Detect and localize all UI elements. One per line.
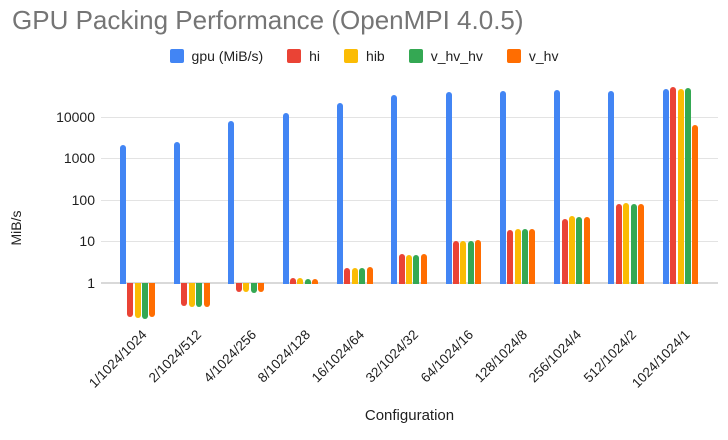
bar-gpu (MiB/s)-128/1024/8 (499, 91, 506, 284)
bar-v_hv-1024/1024/1 (692, 125, 699, 284)
bar-v_hv_hv-32/1024/32 (413, 255, 420, 284)
y-tick-label-1: 1 (87, 274, 95, 291)
bar-hi-1/1024/1024 (127, 282, 134, 317)
bar-gpu (MiB/s)-4/1024/256 (228, 121, 235, 284)
bar-hib-4/1024/256 (243, 282, 250, 292)
bar-hi-64/1024/16 (452, 241, 459, 284)
bar-gpu (MiB/s)-2/1024/512 (174, 142, 180, 284)
bar-hib-512/1024/2 (623, 203, 630, 284)
legend-label: hi (309, 48, 321, 64)
bar-hi-512/1024/2 (615, 204, 622, 284)
bar-gpu (MiB/s)-64/1024/16 (445, 92, 452, 284)
bar-v_hv-1/1024/1024 (149, 282, 156, 317)
bar-gpu (MiB/s)-32/1024/32 (391, 95, 398, 284)
x-category-label: 8/1024/128 (254, 327, 314, 386)
bar-gpu (MiB/s)-1024/1024/1 (662, 89, 669, 284)
x-category-label: 16/1024/64 (308, 327, 368, 386)
bar-hib-2/1024/512 (188, 282, 195, 308)
x-category-label: 4/1024/256 (200, 327, 259, 386)
y-tick-label-10: 10 (79, 233, 95, 250)
gridline-10000 (101, 116, 718, 118)
x-category-label: 128/1024/8 (471, 327, 531, 386)
legend-swatch-icon (506, 49, 521, 63)
bar-hib-128/1024/8 (514, 228, 521, 284)
bar-hib-1024/1024/1 (677, 89, 684, 284)
bar-v_hv_hv-2/1024/512 (196, 282, 203, 308)
x-category-label: 256/1024/4 (526, 327, 585, 386)
x-category-label: 2/1024/512 (146, 327, 205, 386)
x-category-label: 32/1024/32 (363, 327, 422, 386)
bar-v_hv-32/1024/32 (420, 253, 427, 284)
bar-v_hv_hv-128/1024/8 (522, 228, 528, 284)
bar-hi-16/1024/64 (344, 267, 351, 284)
bar-gpu (MiB/s)-1/1024/1024 (119, 145, 126, 284)
x-category-label: 512/1024/2 (580, 327, 639, 386)
bar-v_hv_hv-64/1024/16 (467, 241, 474, 284)
bar-v_hv_hv-4/1024/256 (250, 282, 257, 293)
gridline-100 (101, 199, 718, 201)
bar-v_hv_hv-512/1024/2 (630, 204, 637, 284)
bar-gpu (MiB/s)-16/1024/64 (336, 103, 343, 284)
y-tick-label-100: 100 (71, 191, 95, 208)
y-tick-label-1000: 1000 (63, 150, 95, 167)
legend-label: hib (366, 48, 385, 64)
y-tick-label-10000: 10000 (56, 108, 95, 125)
bar-v_hv_hv-16/1024/64 (359, 267, 366, 284)
bar-gpu (MiB/s)-8/1024/128 (282, 113, 289, 284)
y-axis-title: MiB/s (8, 210, 24, 246)
gridline-1000 (101, 158, 718, 160)
bar-hib-64/1024/16 (460, 241, 467, 284)
legend-label: v_hv (528, 48, 559, 64)
bar-hib-32/1024/32 (406, 255, 412, 284)
gridline-10 (101, 241, 718, 243)
bar-v_hv_hv-1024/1024/1 (684, 87, 691, 284)
x-axis-title: Configuration (364, 407, 455, 424)
bar-v_hv_hv-8/1024/128 (304, 279, 311, 284)
legend-swatch-icon (344, 49, 359, 63)
bar-hib-16/1024/64 (351, 267, 358, 284)
bar-gpu (MiB/s)-256/1024/4 (554, 90, 561, 284)
x-category-label: 1/1024/1024 (86, 327, 151, 391)
bar-hi-32/1024/32 (398, 253, 405, 284)
bar-v_hv_hv-1/1024/1024 (141, 282, 148, 320)
legend-swatch-icon (287, 49, 302, 63)
bar-gpu (MiB/s)-512/1024/2 (608, 91, 615, 284)
legend: gpu (MiB/s) hi hib v_hv_hv v_hv (0, 47, 728, 65)
bar-hi-2/1024/512 (181, 282, 188, 307)
bar-v_hv-128/1024/8 (529, 228, 536, 284)
bar-hi-256/1024/4 (561, 218, 568, 284)
bar-v_hv-16/1024/64 (366, 266, 373, 284)
bar-v_hv_hv-256/1024/4 (576, 217, 583, 284)
legend-swatch-icon (408, 49, 423, 63)
x-category-label: 64/1024/16 (417, 327, 476, 386)
legend-item-hi: hi (287, 48, 320, 64)
bar-v_hv-8/1024/128 (312, 279, 319, 284)
bar-v_hv-512/1024/2 (638, 203, 644, 284)
bar-hi-8/1024/128 (290, 278, 296, 284)
legend-swatch-icon (169, 49, 184, 63)
legend-label: gpu (MiB/s) (191, 48, 264, 64)
chart-title: GPU Packing Performance (OpenMPI 4.0.5) (12, 5, 524, 35)
bar-hi-128/1024/8 (507, 229, 514, 284)
bar-hib-256/1024/4 (568, 216, 575, 284)
legend-item-v_hv: v_hv (506, 48, 559, 64)
bar-hib-1/1024/1024 (134, 282, 141, 318)
legend-label: v_hv_hv (430, 48, 483, 64)
bar-hi-1024/1024/1 (670, 87, 677, 284)
bar-v_hv-4/1024/256 (257, 282, 264, 292)
legend-item-hib: hib (344, 48, 385, 64)
legend-item-gpu (MiB/s): gpu (MiB/s) (169, 48, 264, 64)
bar-v_hv-64/1024/16 (475, 240, 482, 284)
bar-v_hv-256/1024/4 (583, 217, 590, 284)
bar-hib-8/1024/128 (297, 278, 304, 284)
bar-v_hv-2/1024/512 (203, 282, 210, 307)
legend-item-v_hv_hv: v_hv_hv (408, 48, 483, 64)
bar-hi-4/1024/256 (235, 282, 242, 292)
